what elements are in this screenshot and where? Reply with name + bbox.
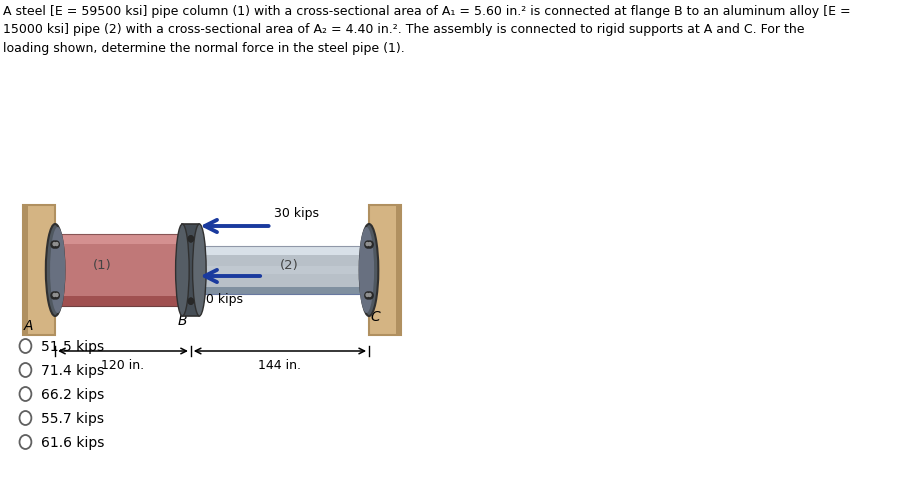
Circle shape (368, 243, 371, 246)
Text: 144 in.: 144 in. (259, 358, 301, 371)
Text: (2): (2) (279, 259, 298, 272)
Text: 30 kips: 30 kips (274, 206, 319, 219)
Circle shape (51, 241, 57, 249)
Bar (369, 205, 401, 336)
Text: (1): (1) (94, 258, 112, 271)
Text: 120 in.: 120 in. (101, 358, 144, 371)
Bar (397, 205, 401, 336)
Circle shape (55, 294, 58, 297)
Circle shape (366, 243, 369, 246)
Text: 51.5 kips: 51.5 kips (40, 339, 104, 353)
Bar (191, 247, 369, 255)
Bar (191, 288, 369, 294)
Circle shape (188, 299, 194, 304)
Bar (191, 266, 369, 275)
Bar (55, 235, 191, 244)
Circle shape (53, 241, 60, 249)
Circle shape (364, 241, 371, 249)
Circle shape (53, 292, 60, 300)
Bar (55, 296, 191, 306)
Bar (183, 225, 199, 316)
Text: 30 kips: 30 kips (197, 292, 242, 305)
Text: 71.4 kips: 71.4 kips (40, 363, 104, 377)
Circle shape (188, 236, 194, 242)
Circle shape (55, 243, 58, 246)
Ellipse shape (50, 228, 65, 313)
Ellipse shape (193, 225, 207, 316)
Ellipse shape (359, 228, 375, 313)
Text: B: B (177, 313, 186, 327)
Circle shape (368, 294, 371, 297)
Circle shape (367, 241, 374, 249)
Ellipse shape (360, 225, 378, 316)
Bar (23, 205, 55, 336)
Ellipse shape (175, 225, 189, 316)
Circle shape (366, 294, 369, 297)
Circle shape (364, 292, 371, 300)
Text: C: C (371, 309, 380, 324)
Circle shape (53, 243, 56, 246)
Text: A: A (24, 318, 33, 332)
Text: 66.2 kips: 66.2 kips (40, 387, 104, 401)
Bar (55, 235, 191, 306)
Circle shape (367, 292, 374, 300)
Text: 55.7 kips: 55.7 kips (40, 411, 104, 425)
Text: A steel [E = 59500 ksi] pipe column (1) with a cross-sectional area of A₁ = 5.60: A steel [E = 59500 ksi] pipe column (1) … (4, 5, 851, 55)
Bar (191, 247, 369, 294)
Ellipse shape (46, 225, 64, 316)
Circle shape (188, 236, 194, 242)
Circle shape (51, 292, 57, 300)
Text: 61.6 kips: 61.6 kips (40, 435, 104, 449)
Bar (23, 205, 28, 336)
Circle shape (53, 294, 56, 297)
Circle shape (188, 299, 194, 304)
